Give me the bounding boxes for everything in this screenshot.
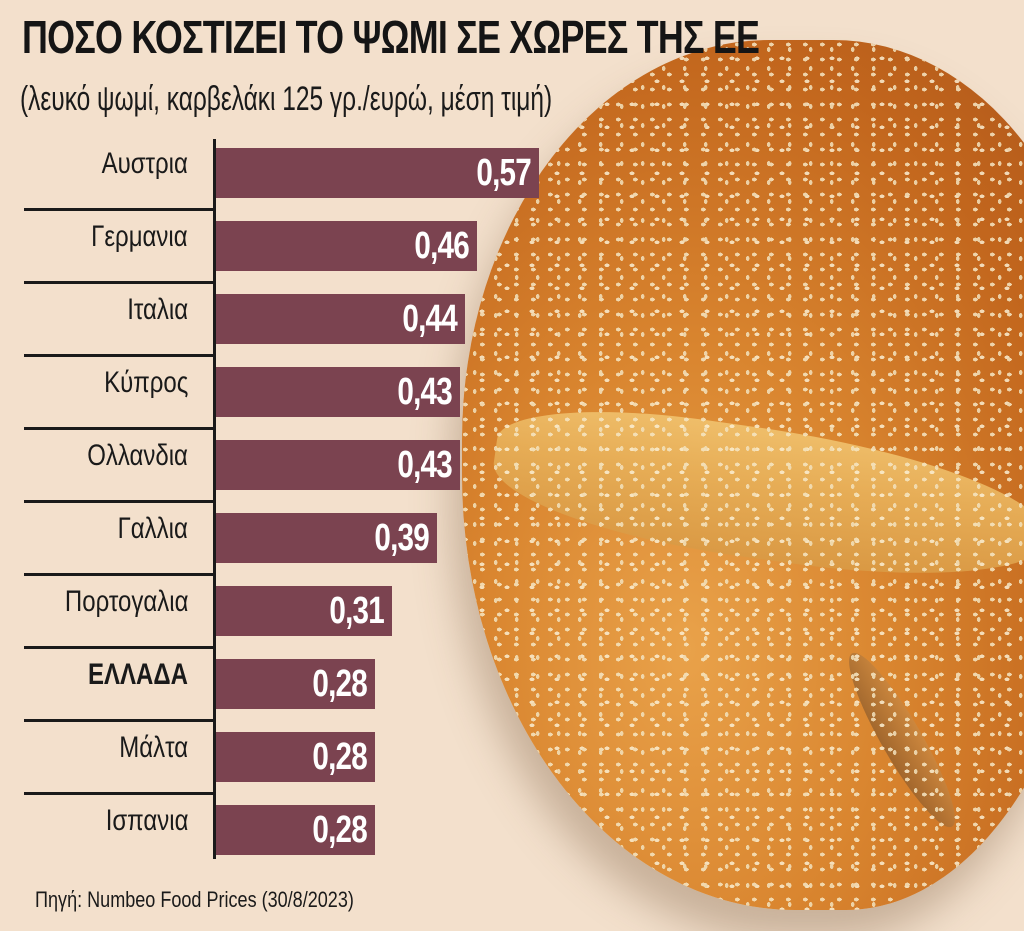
bar-value-label: 0,46 <box>414 225 469 267</box>
bar-value-label: 0,43 <box>397 371 452 413</box>
bar-row: ΕΛΛΑΔΑ 0,28 <box>0 650 560 723</box>
row-separator <box>24 208 214 211</box>
country-label: Πορτογαλια <box>64 585 188 618</box>
row-separator <box>24 354 214 357</box>
bar-value-label: 0,28 <box>312 736 367 778</box>
country-label: Ιταλια <box>127 293 188 326</box>
country-label: Μάλτα <box>119 731 188 764</box>
bar-row: Πορτογαλια 0,31 <box>0 577 560 650</box>
bar-row: Αυστρια 0,57 <box>0 139 560 212</box>
row-separator <box>24 427 214 430</box>
sesame-seeds <box>462 40 1024 910</box>
source-note: Πηγή: Numbeo Food Prices (30/8/2023) <box>35 887 354 912</box>
row-separator <box>24 719 214 722</box>
bar-value-label: 0,57 <box>476 152 531 194</box>
country-label: Ολλανδια <box>87 439 188 472</box>
bar: 0,43 <box>216 440 460 490</box>
bar-row: Ολλανδια 0,43 <box>0 431 560 504</box>
bar: 0,28 <box>216 659 375 709</box>
row-separator <box>24 573 214 576</box>
bar-row: Ισπανια 0,28 <box>0 796 560 869</box>
y-axis-line <box>213 139 216 859</box>
country-label: ΕΛΛΑΔΑ <box>88 658 188 691</box>
bar: 0,44 <box>216 294 465 344</box>
bar-value-label: 0,39 <box>374 517 429 559</box>
chart-subtitle: (λευκό ψωμί, καρβελάκι 125 γρ./ευρώ, μέσ… <box>20 80 553 118</box>
country-label: Αυστρια <box>101 147 188 180</box>
bar: 0,57 <box>216 148 539 198</box>
bar-value-label: 0,44 <box>402 298 457 340</box>
row-separator <box>24 792 214 795</box>
bar: 0,39 <box>216 513 437 563</box>
row-separator <box>24 500 214 503</box>
country-label: Γερμανια <box>91 220 188 253</box>
bar-row: Κύπρος 0,43 <box>0 358 560 431</box>
row-separator <box>24 281 214 284</box>
bar: 0,31 <box>216 586 392 636</box>
country-label: Ισπανια <box>105 804 188 837</box>
bar-row: Μάλτα 0,28 <box>0 723 560 796</box>
bar-row: Γερμανια 0,46 <box>0 212 560 285</box>
bar: 0,28 <box>216 732 375 782</box>
bar-value-label: 0,28 <box>312 809 367 851</box>
country-label: Κύπρος <box>103 366 188 399</box>
bar: 0,46 <box>216 221 477 271</box>
bar-value-label: 0,31 <box>329 590 384 632</box>
bar-value-label: 0,28 <box>312 663 367 705</box>
bread-image <box>462 40 1024 910</box>
bar-row: Γαλλια 0,39 <box>0 504 560 577</box>
bar: 0,28 <box>216 805 375 855</box>
chart-title: ΠΟΣΟ ΚΟΣΤΙΖΕΙ ΤΟ ΨΩΜΙ ΣΕ ΧΩΡΕΣ ΤΗΣ ΕΕ <box>22 11 760 63</box>
bar-row: Ιταλια 0,44 <box>0 285 560 358</box>
row-separator <box>24 646 214 649</box>
country-label: Γαλλια <box>117 512 188 545</box>
bar: 0,43 <box>216 367 460 417</box>
bar-value-label: 0,43 <box>397 444 452 486</box>
